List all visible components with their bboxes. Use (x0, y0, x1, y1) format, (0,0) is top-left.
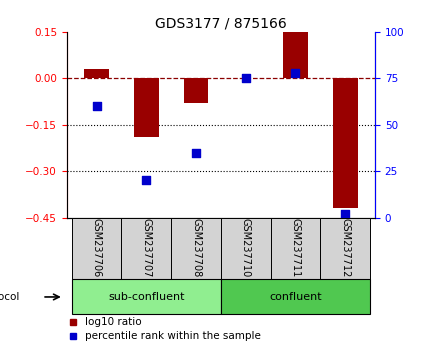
Text: GSM237706: GSM237706 (92, 218, 101, 277)
Bar (72, 218, 121, 279)
Bar (332, 78, 357, 208)
Point (341, 211, 348, 217)
Point (192, 150, 199, 155)
Bar (134, 78, 158, 137)
Text: GSM237710: GSM237710 (240, 218, 250, 277)
Bar (319, 218, 369, 279)
Text: sub-confluent: sub-confluent (108, 292, 184, 302)
Text: GSM237712: GSM237712 (339, 218, 349, 277)
Point (143, 178, 150, 183)
Bar (221, 218, 270, 279)
Text: growth protocol: growth protocol (0, 292, 19, 302)
Point (242, 75, 249, 81)
Text: log10 ratio: log10 ratio (85, 317, 141, 327)
Point (291, 70, 298, 75)
Text: GSM237711: GSM237711 (290, 218, 300, 277)
Bar (72, 279, 221, 314)
Text: percentile rank within the sample: percentile rank within the sample (85, 331, 261, 341)
Bar (171, 218, 221, 279)
Point (93, 103, 100, 109)
Text: GSM237707: GSM237707 (141, 218, 151, 277)
Text: confluent: confluent (268, 292, 321, 302)
Bar (84, 69, 109, 78)
Bar (283, 32, 307, 78)
Bar (221, 279, 369, 314)
Bar (183, 78, 208, 103)
Text: GSM237708: GSM237708 (190, 218, 200, 277)
Bar (121, 218, 171, 279)
Bar (270, 218, 319, 279)
Title: GDS3177 / 875166: GDS3177 / 875166 (155, 17, 286, 31)
